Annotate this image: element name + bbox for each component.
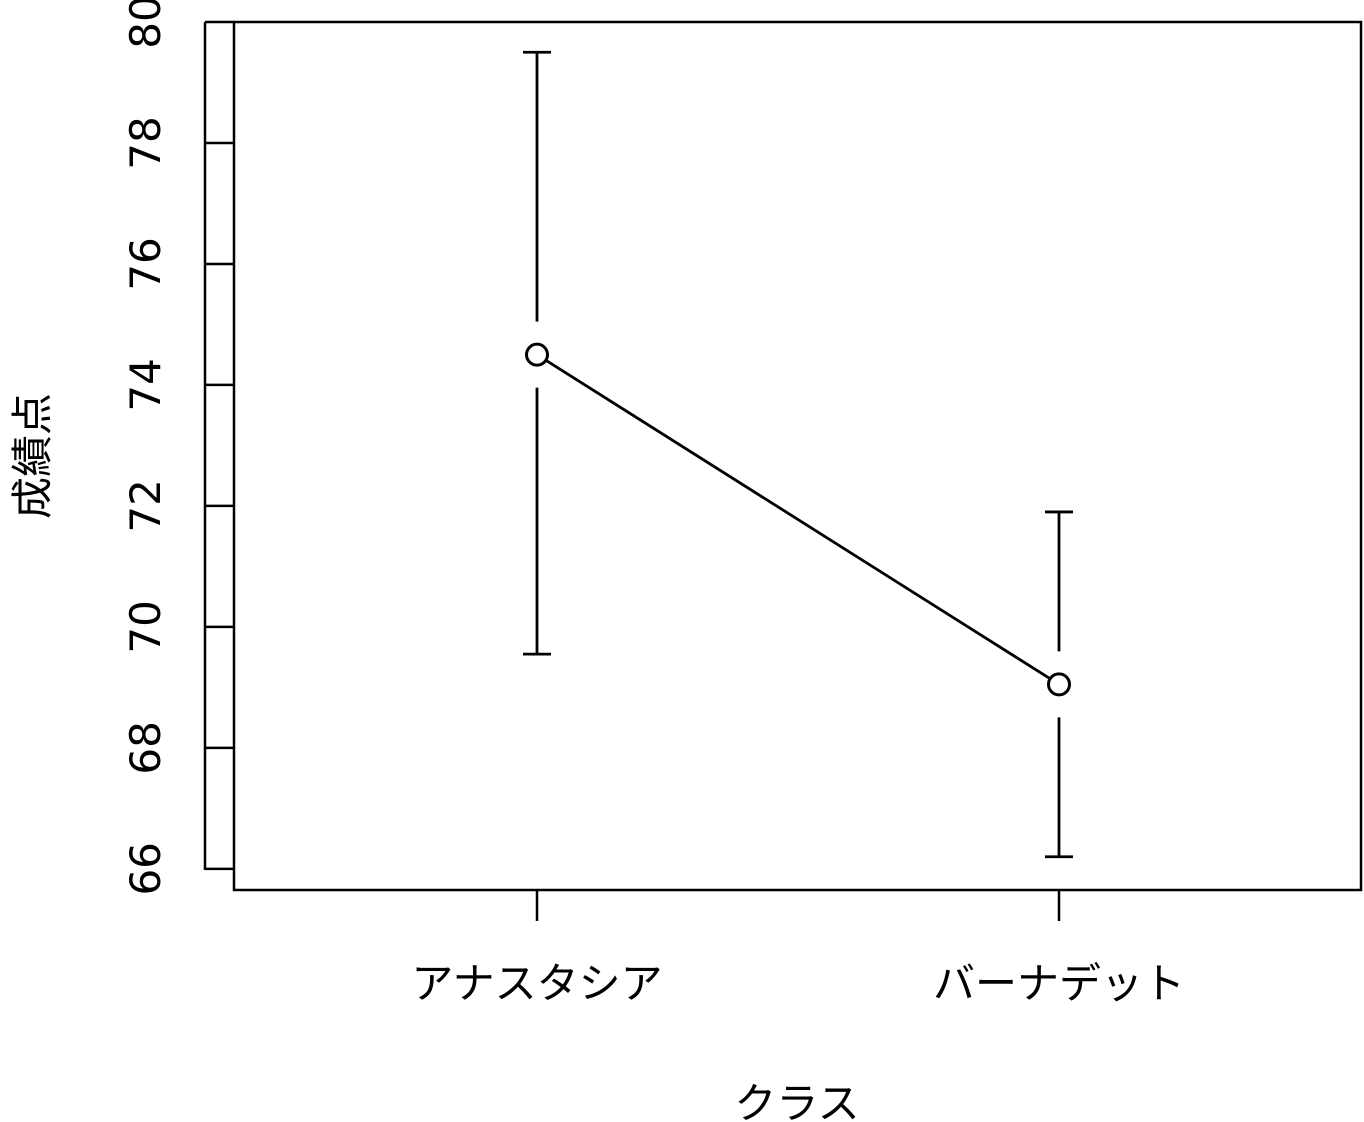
y-axis-ticks: 66 68 70 72 74 76 78 80 — [121, 0, 234, 896]
series-layer — [536, 353, 1060, 686]
y-tick-label: 78 — [121, 116, 170, 169]
y-axis-label: 成績点 — [8, 393, 57, 519]
y-tick-label: 66 — [121, 842, 170, 895]
x-axis-ticks: アナスタシア バーナデット — [411, 890, 1185, 1008]
plot-frame — [232, 20, 1363, 892]
data-point — [1047, 672, 1071, 697]
x-tick-label: アナスタシア — [411, 959, 662, 1008]
y-tick-label: 68 — [121, 721, 170, 774]
x-axis-label: クラス — [734, 1079, 859, 1122]
x-tick-label: バーナデット — [933, 959, 1185, 1008]
y-tick-label: 70 — [121, 600, 170, 653]
data-points — [525, 342, 1071, 697]
y-tick-label: 76 — [121, 237, 170, 290]
y-tick-label: 80 — [121, 0, 170, 49]
data-point — [525, 342, 549, 367]
error-bars — [523, 50, 1073, 859]
y-tick-label: 72 — [121, 479, 170, 532]
y-tick-label: 74 — [121, 358, 170, 411]
series-line — [536, 353, 1060, 686]
